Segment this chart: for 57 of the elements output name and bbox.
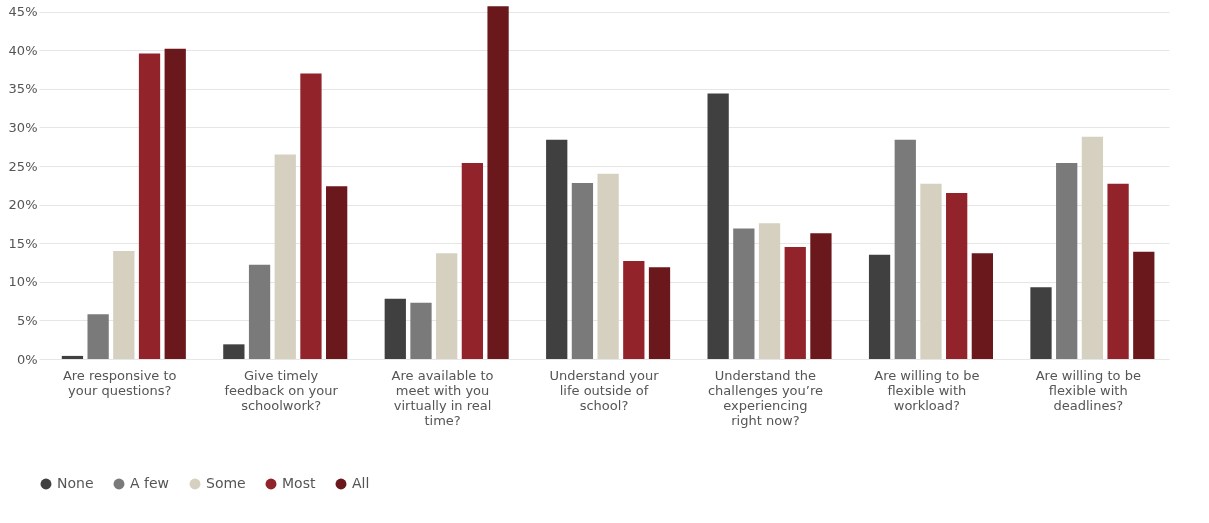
- y-tick-label: 45%: [8, 4, 38, 20]
- bar: [971, 253, 993, 359]
- bar: [571, 183, 594, 359]
- y-tick-label: 5%: [16, 312, 38, 328]
- bar: [164, 48, 186, 359]
- bar: [1133, 251, 1155, 359]
- x-tick-label: Are available to meet with you virtually in real time?: [391, 367, 494, 428]
- bar: [1081, 136, 1104, 359]
- bar: [733, 228, 755, 359]
- legend-label: All: [352, 475, 370, 491]
- legend-label: Some: [206, 475, 246, 491]
- bar: [248, 264, 271, 359]
- bar: [300, 73, 322, 359]
- bar: [61, 355, 84, 359]
- bar: [87, 314, 109, 359]
- y-tick-label: 20%: [8, 197, 38, 213]
- x-tick-label: Are responsive to your questions?: [62, 367, 177, 398]
- bar: [597, 173, 619, 359]
- bar: [113, 250, 135, 359]
- bar: [623, 260, 645, 359]
- bar: [274, 154, 296, 359]
- y-tick-label: 30%: [8, 119, 38, 135]
- bar: [784, 247, 806, 359]
- y-tick-label: 40%: [8, 42, 38, 58]
- bar: [410, 302, 432, 359]
- bar: [436, 253, 458, 359]
- y-tick-label: 0%: [16, 351, 38, 367]
- legend-label: A few: [130, 475, 170, 491]
- bar: [946, 193, 968, 359]
- x-tick-label: Are willing to be flexible with workload?: [874, 367, 980, 413]
- legend-label: Most: [282, 475, 316, 491]
- bar: [1056, 162, 1078, 359]
- y-tick-label: 35%: [8, 81, 38, 97]
- legend-label: None: [57, 475, 94, 491]
- bar: [810, 233, 832, 359]
- bar: [707, 93, 729, 359]
- bar: [920, 183, 942, 359]
- x-tick-label: Understand the challenges you’re experiencing right now?: [707, 367, 823, 428]
- bar: [384, 298, 406, 359]
- bar: [487, 6, 509, 359]
- bar: [868, 254, 891, 359]
- bar: [138, 53, 161, 359]
- bar: [461, 162, 484, 359]
- x-tick-label: Understand your life outside of school?: [549, 367, 660, 413]
- bar: [223, 344, 245, 359]
- bar: [648, 267, 671, 359]
- bar: [1107, 183, 1129, 359]
- y-tick-label: 15%: [8, 235, 38, 251]
- y-tick-label: 10%: [8, 274, 38, 290]
- bar: [326, 186, 348, 359]
- x-tick-label: Give timely feedback on your schoolwork?: [224, 367, 339, 413]
- y-tick-label: 25%: [8, 158, 38, 174]
- bar: [758, 223, 781, 359]
- bar: [546, 139, 568, 359]
- x-tick-label: Are willing to be flexible with deadlines?: [1035, 367, 1141, 413]
- bar: [1030, 287, 1052, 359]
- bar: [894, 139, 916, 359]
